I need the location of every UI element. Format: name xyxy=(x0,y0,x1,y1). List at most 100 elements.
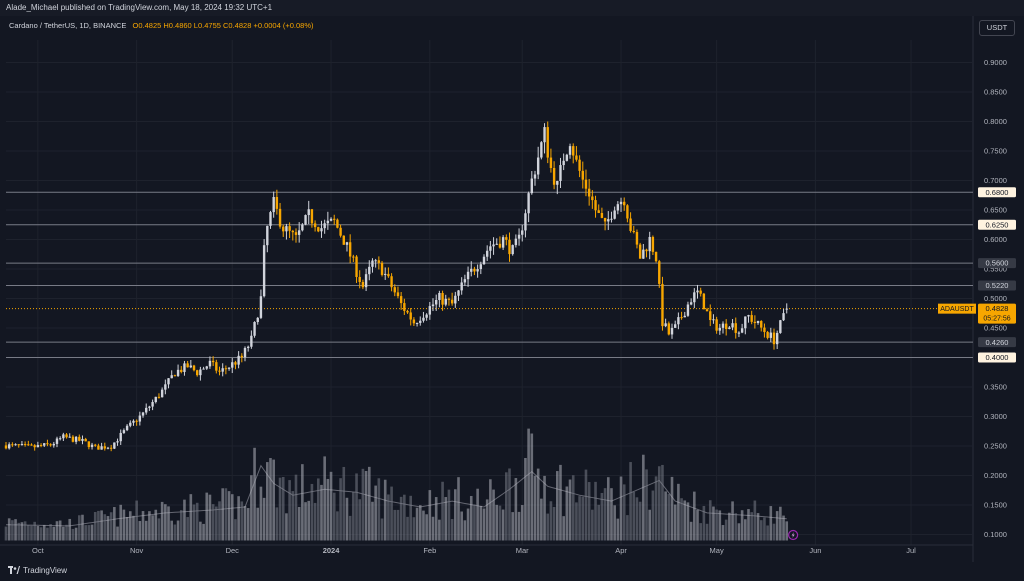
volume-bar xyxy=(673,504,677,541)
volume-bar xyxy=(696,510,699,541)
candle-body xyxy=(246,346,250,348)
volume-bar xyxy=(501,509,505,541)
candle-body xyxy=(473,268,476,272)
volume-bar xyxy=(495,504,499,541)
volume-bar xyxy=(683,500,687,541)
volume-bar xyxy=(285,513,288,541)
candle-body xyxy=(686,304,690,316)
volume-bar xyxy=(326,478,330,541)
candle-body xyxy=(297,230,301,235)
volume-bar xyxy=(106,516,110,541)
candle-body xyxy=(138,415,142,422)
candle-body xyxy=(603,217,607,222)
volume-bar xyxy=(693,491,696,541)
level-label-box xyxy=(978,258,1016,269)
symbol-name[interactable]: Cardano / TetherUS, 1D, BINANCE xyxy=(9,21,127,30)
level-label-text: 0.6250 xyxy=(986,220,1009,229)
candle-body xyxy=(43,443,46,446)
volume-bar xyxy=(170,520,174,541)
candle-body xyxy=(667,323,671,335)
chart-grid xyxy=(0,16,974,562)
volume-bar xyxy=(399,496,403,541)
volume-bar xyxy=(278,477,282,541)
candle-body xyxy=(638,244,642,259)
volume-bar xyxy=(562,516,565,541)
candle-body xyxy=(317,227,320,232)
price-tick-label: 0.5500 xyxy=(984,265,1007,274)
volume-bar xyxy=(555,471,559,541)
volume-bar xyxy=(183,499,186,541)
volume-bar xyxy=(444,497,448,541)
volume-bar xyxy=(428,490,432,541)
candle-body xyxy=(772,332,776,345)
candle-body xyxy=(275,197,279,209)
price-tick-label: 0.5000 xyxy=(984,294,1007,303)
candle-body xyxy=(231,362,234,368)
candle-body xyxy=(109,447,113,449)
volume-bar xyxy=(84,525,87,541)
candle-body xyxy=(584,179,588,189)
time-tick-label: Nov xyxy=(130,546,144,555)
candle-body xyxy=(180,369,183,372)
volume-bar xyxy=(380,518,384,541)
volume-bar xyxy=(552,506,556,541)
level-label-box xyxy=(978,219,1016,230)
volume-bar xyxy=(654,476,658,541)
level-label-text: 0.4000 xyxy=(986,353,1009,362)
volume-bar xyxy=(377,478,381,541)
volume-bar xyxy=(221,488,224,541)
candle-body xyxy=(610,218,613,220)
volume-bar xyxy=(619,476,623,541)
currency-button[interactable]: USDT xyxy=(979,20,1015,36)
tradingview-logo[interactable]: TradingView xyxy=(8,566,67,575)
volume-bar xyxy=(712,506,715,541)
volume-bar xyxy=(740,510,744,541)
volume-bar xyxy=(240,501,244,541)
volume-bar xyxy=(450,519,454,541)
candle-body xyxy=(192,365,196,371)
time-tick-label: Jun xyxy=(809,546,821,555)
volume-bar xyxy=(763,517,766,541)
volume-bar xyxy=(708,500,712,541)
volume-bar xyxy=(536,468,540,541)
volume-bar xyxy=(128,511,132,541)
candle-body xyxy=(495,243,498,245)
candle-body xyxy=(565,154,569,161)
volume-bar xyxy=(434,497,438,541)
volume-bar xyxy=(39,527,43,541)
candle-body xyxy=(626,205,629,219)
candle-body xyxy=(84,438,87,442)
price-chart[interactable]: 0.9000 0.8500 0.8000 0.7500 0.7000 0.6500 0.60… xyxy=(0,0,1024,562)
candle-body xyxy=(17,444,20,446)
volume-bar xyxy=(549,501,553,541)
candle-body xyxy=(415,322,419,324)
candle-body xyxy=(524,213,527,231)
candle-body xyxy=(288,226,291,231)
candle-body xyxy=(409,312,412,320)
volume-bar xyxy=(546,513,550,541)
candle-body xyxy=(718,327,722,331)
price-tick-label: 0.7000 xyxy=(984,176,1007,185)
candle-body xyxy=(454,295,457,304)
volume-bar xyxy=(702,505,706,541)
candle-body xyxy=(412,319,416,324)
candle-body xyxy=(549,157,553,168)
candle-body xyxy=(568,146,572,155)
volume-bar xyxy=(772,523,776,541)
volume-bar xyxy=(514,478,518,541)
candle-body xyxy=(94,444,97,446)
volume-bar xyxy=(750,512,753,541)
candle-body xyxy=(58,438,62,440)
volume-bar xyxy=(135,500,138,541)
candle-body xyxy=(304,215,307,225)
volume-bar xyxy=(406,516,409,541)
volume-bar xyxy=(272,459,275,541)
candle-body xyxy=(654,251,658,262)
candle-body xyxy=(740,328,744,333)
candle-body xyxy=(724,323,728,330)
volume-bar xyxy=(234,519,237,541)
time-tick-label: Oct xyxy=(32,546,45,555)
candle-body xyxy=(645,249,648,252)
volume-bar xyxy=(253,447,256,541)
candle-body xyxy=(355,256,358,277)
